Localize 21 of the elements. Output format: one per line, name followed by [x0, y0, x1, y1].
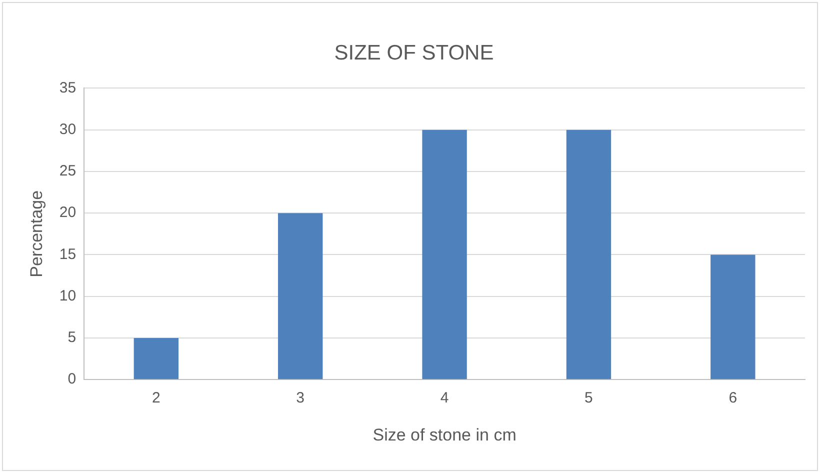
- x-axis-title: Size of stone in cm: [372, 425, 516, 444]
- y-tick-label: 0: [68, 370, 76, 388]
- bar: [278, 213, 323, 380]
- x-tick-label: 5: [584, 390, 593, 407]
- y-tick-label: 30: [59, 120, 76, 138]
- bar: [134, 338, 179, 380]
- y-tick-label: 35: [59, 79, 76, 96]
- x-tick-label: 2: [152, 390, 160, 407]
- x-tick-label: 4: [440, 390, 449, 407]
- x-tick-label: 6: [728, 390, 738, 407]
- bar: [710, 254, 756, 380]
- y-tick-label: 20: [59, 204, 76, 222]
- y-tick-label: 10: [59, 287, 76, 304]
- bar: [566, 130, 612, 380]
- y-axis-title: Percentage: [26, 190, 46, 278]
- x-tick-label: 3: [296, 390, 305, 407]
- chart-title: SIZE OF STONE: [334, 41, 494, 64]
- bar: [422, 130, 467, 380]
- y-tick-label: 25: [59, 162, 76, 180]
- y-tick-label: 5: [68, 329, 76, 346]
- y-tick-label: 15: [59, 246, 76, 263]
